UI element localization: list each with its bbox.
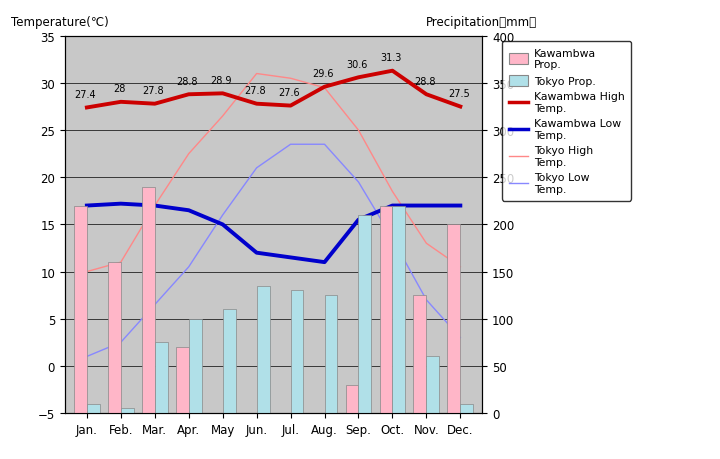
Text: Temperature(℃): Temperature(℃) — [11, 16, 108, 29]
Bar — [413, 296, 426, 413]
Bar — [121, 409, 134, 413]
Text: 31.3: 31.3 — [380, 53, 402, 63]
Bar — [108, 263, 121, 413]
Bar — [325, 296, 338, 413]
Text: 30.6: 30.6 — [346, 60, 367, 70]
Bar — [460, 404, 473, 413]
Bar — [142, 187, 155, 413]
Legend: Kawambwa
Prop., Tokyo Prop., Kawambwa High
Temp., Kawambwa Low
Temp., Tokyo High: Kawambwa Prop., Tokyo Prop., Kawambwa Hi… — [503, 42, 631, 201]
Bar — [210, 413, 222, 459]
Text: 27.5: 27.5 — [448, 89, 469, 99]
Text: 28.9: 28.9 — [210, 76, 232, 86]
Text: 28.8: 28.8 — [414, 77, 436, 87]
Bar — [392, 206, 405, 413]
Text: Precipitation（mm）: Precipitation（mm） — [426, 16, 536, 29]
Text: 27.8: 27.8 — [143, 86, 164, 96]
Bar — [346, 385, 359, 413]
Bar — [74, 206, 87, 413]
Bar — [189, 319, 202, 413]
Bar — [256, 286, 269, 413]
Bar — [447, 225, 460, 413]
Text: 28.8: 28.8 — [176, 77, 198, 87]
Text: 27.4: 27.4 — [74, 90, 96, 100]
Bar — [278, 413, 291, 422]
Bar — [222, 309, 235, 413]
Bar — [244, 413, 256, 418]
Text: 27.8: 27.8 — [244, 86, 266, 96]
Bar — [176, 347, 189, 413]
Bar — [155, 342, 168, 413]
Bar — [312, 413, 325, 459]
Bar — [291, 291, 303, 413]
Bar — [426, 357, 439, 413]
Bar — [87, 404, 100, 413]
Text: 28: 28 — [113, 84, 125, 94]
Text: 27.6: 27.6 — [278, 88, 300, 98]
Bar — [359, 215, 372, 413]
Text: 29.6: 29.6 — [312, 69, 333, 79]
Bar — [379, 206, 392, 413]
